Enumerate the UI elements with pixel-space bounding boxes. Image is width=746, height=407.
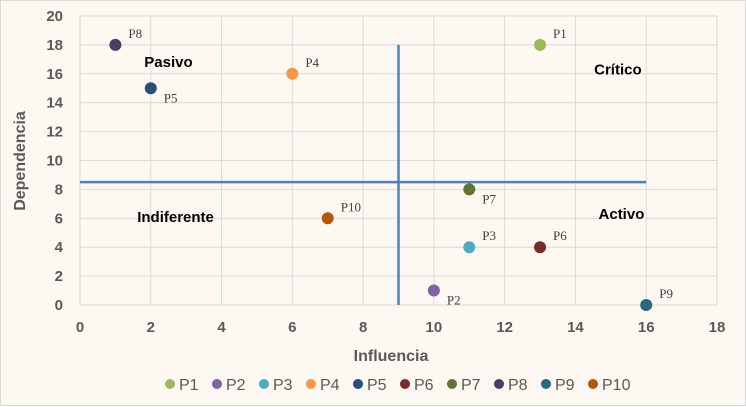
legend-marker-p1 — [165, 379, 175, 389]
legend-label-p10: P10 — [602, 377, 631, 394]
legend-marker-p6 — [400, 379, 410, 389]
reference-lines — [80, 44, 647, 305]
data-point-p7 — [463, 183, 476, 196]
y-tick-label: 14 — [46, 95, 63, 112]
x-tick-label: 14 — [567, 319, 584, 336]
data-label-p3: P3 — [482, 228, 496, 243]
legend-label-p9: P9 — [555, 377, 575, 394]
legend-label-p3: P3 — [273, 377, 293, 394]
legend-label-p1: P1 — [179, 377, 199, 394]
data-point-p8 — [109, 38, 122, 51]
y-tick-label: 12 — [46, 124, 63, 141]
x-tick-label: 2 — [147, 319, 155, 336]
data-label-p10: P10 — [341, 199, 361, 214]
legend-marker-p3 — [259, 379, 269, 389]
y-tick-label: 18 — [46, 37, 63, 54]
x-tick-label: 16 — [638, 319, 655, 336]
legend-label-p6: P6 — [414, 377, 434, 394]
legend-label-p5: P5 — [367, 377, 387, 394]
legend-marker-p7 — [447, 379, 457, 389]
quadrant-label-crítico: Crítico — [594, 61, 642, 78]
legend-marker-p5 — [353, 379, 363, 389]
legend: P1 P2 P3 P4 P5 P6 P7 P8 P9 P10 — [165, 377, 631, 394]
y-tick-label: 2 — [55, 268, 63, 285]
data-label-p7: P7 — [482, 191, 496, 206]
legend-label-p2: P2 — [226, 377, 246, 394]
y-tick-label: 6 — [55, 210, 63, 227]
x-tick-label: 6 — [288, 319, 296, 336]
data-point-p1 — [534, 38, 547, 51]
data-point-p9 — [640, 299, 653, 311]
y-tick-label: 10 — [46, 153, 63, 170]
legend-label-p8: P8 — [508, 377, 528, 394]
x-axis-label: Influencia — [354, 348, 429, 365]
y-tick-label: 16 — [46, 66, 63, 83]
y-tick-label: 20 — [46, 8, 63, 25]
legend-marker-p2 — [212, 379, 222, 389]
data-label-p2: P2 — [447, 293, 461, 308]
x-tick-label: 8 — [359, 319, 367, 336]
data-point-p2 — [427, 284, 440, 297]
legend-marker-p8 — [494, 379, 504, 389]
data-label-p9: P9 — [659, 286, 673, 301]
legend-label-p7: P7 — [461, 377, 481, 394]
quadrant-label-indiferente: Indiferente — [137, 209, 214, 226]
quadrant-label-activo: Activo — [599, 206, 645, 223]
legend-marker-p10 — [588, 379, 598, 389]
x-tick-label: 10 — [426, 319, 443, 336]
x-tick-label: 12 — [496, 319, 513, 336]
x-tick-label: 0 — [76, 319, 84, 336]
data-point-p5 — [144, 82, 157, 95]
data-point-p6 — [534, 241, 547, 254]
y-tick-label: 8 — [55, 181, 63, 198]
legend-label-p4: P4 — [320, 377, 340, 394]
axis-ticks: 0 2 4 6 8 10 12 14 16 18 0 2 4 6 8 10 12 14 16 18 20 — [46, 8, 725, 336]
data-label-p6: P6 — [553, 228, 567, 243]
quadrant-labels: Pasivo Crítico Indiferente Activo — [137, 54, 644, 226]
legend-marker-p4 — [306, 379, 316, 389]
data-point-p10 — [321, 212, 334, 225]
data-label-p5: P5 — [164, 90, 178, 105]
y-tick-label: 4 — [55, 239, 64, 256]
data-points: P1 P2 P3 P4 P5 P6 P7 P8 P9 P10 — [109, 26, 673, 311]
data-label-p4: P4 — [305, 55, 319, 70]
y-axis-label: Dependencia — [12, 111, 29, 211]
x-tick-label: 18 — [709, 319, 726, 336]
y-tick-label: 0 — [55, 297, 63, 314]
quadrant-label-pasivo: Pasivo — [144, 54, 192, 71]
legend-marker-p9 — [541, 379, 551, 389]
data-point-p4 — [286, 67, 299, 80]
x-tick-label: 4 — [217, 319, 226, 336]
data-label-p8: P8 — [128, 26, 142, 41]
data-point-p3 — [463, 241, 476, 254]
data-label-p1: P1 — [553, 26, 567, 41]
